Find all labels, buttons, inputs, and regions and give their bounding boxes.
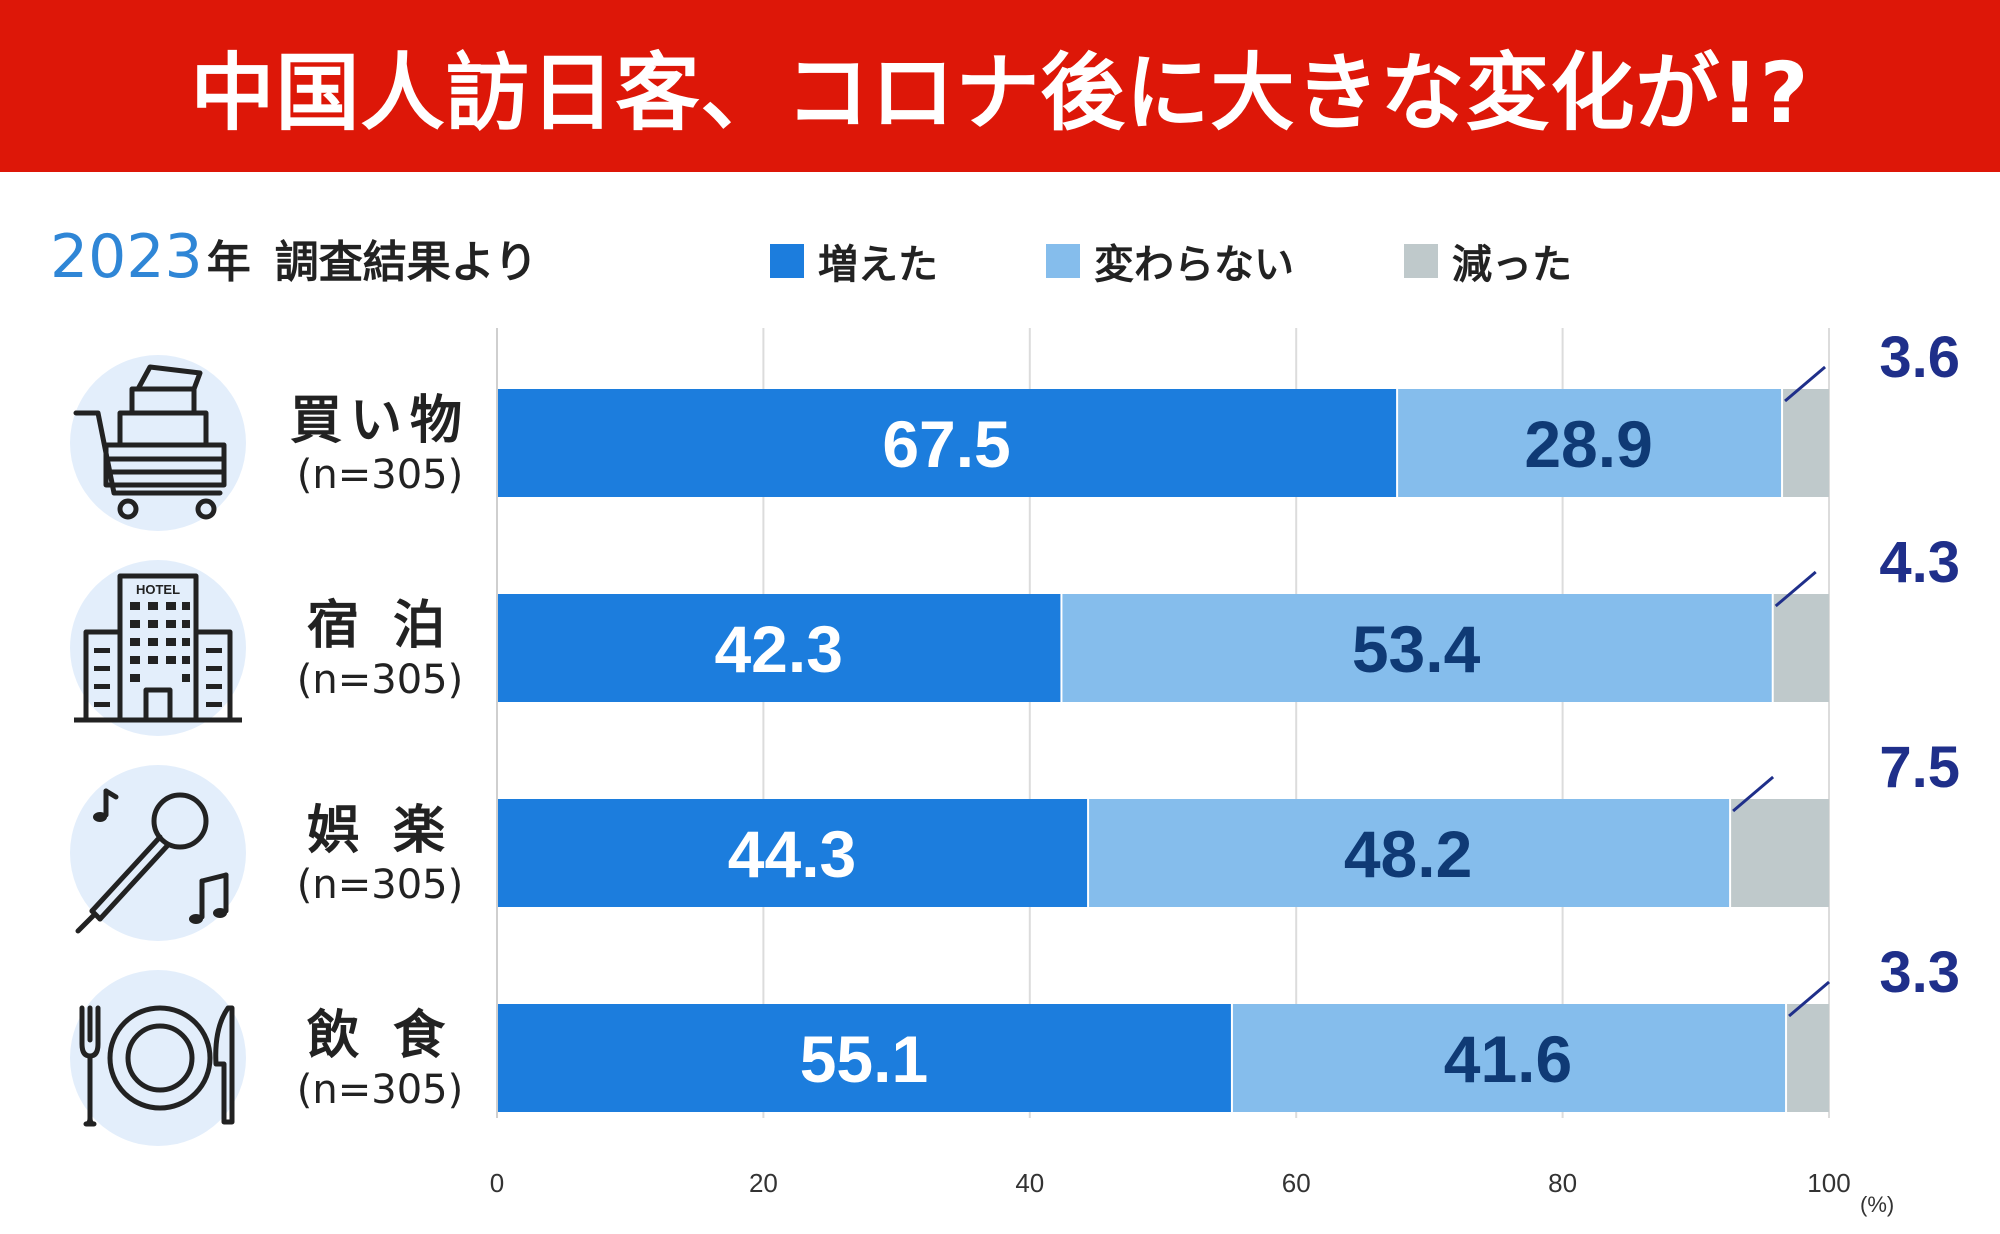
bar-increased bbox=[497, 389, 1397, 497]
data-label: 28.9 bbox=[1524, 407, 1652, 481]
legend-item-increased: 増えた bbox=[770, 236, 938, 288]
row-category: 買い物 bbox=[289, 391, 470, 451]
data-label: 3.6 bbox=[1879, 325, 1960, 390]
legend-swatch-unchanged bbox=[1046, 244, 1080, 278]
data-label: 48.2 bbox=[1344, 817, 1472, 891]
bar-decreased bbox=[1787, 1004, 1829, 1112]
page-title: 中国人訪日客、コロナ後に大きな変化が!? bbox=[190, 43, 1810, 142]
x-tick-label: 100 bbox=[1807, 1168, 1850, 1198]
data-label: 4.3 bbox=[1879, 530, 1960, 595]
data-label: 41.6 bbox=[1444, 1022, 1572, 1096]
row-sample-size: (n=305) bbox=[296, 1067, 464, 1113]
data-label: 7.5 bbox=[1879, 735, 1960, 800]
legend-item-decreased: 減った bbox=[1404, 236, 1572, 288]
x-tick-label: 20 bbox=[749, 1168, 778, 1198]
data-label: 42.3 bbox=[714, 612, 842, 686]
bar-increased bbox=[497, 594, 1061, 702]
bar-increased bbox=[497, 1004, 1231, 1112]
row-sample-size: (n=305) bbox=[296, 657, 464, 703]
bar-unchanged bbox=[1062, 594, 1772, 702]
bar-decreased bbox=[1773, 594, 1829, 702]
row-category: 娯 楽 bbox=[306, 801, 454, 861]
row-category: 宿 泊 bbox=[306, 596, 454, 656]
legend-label-unchanged: 変わらない bbox=[1094, 242, 1294, 288]
row-label-lodging: 宿 泊 (n=305) bbox=[270, 595, 490, 703]
data-label-leader bbox=[1788, 980, 1831, 1018]
x-tick-label: 80 bbox=[1548, 1168, 1577, 1198]
row-sample-size: (n=305) bbox=[296, 862, 464, 908]
shopping-cart-icon bbox=[68, 353, 248, 533]
row-sample-size: (n=305) bbox=[296, 452, 464, 498]
title-banner: 中国人訪日客、コロナ後に大きな変化が!? bbox=[0, 0, 2000, 172]
data-label: 67.5 bbox=[882, 407, 1010, 481]
x-tick-label: 0 bbox=[490, 1168, 504, 1198]
row-category: 飲 食 bbox=[306, 1006, 454, 1066]
data-label-leader bbox=[1732, 775, 1775, 813]
x-tick-label: 40 bbox=[1015, 1168, 1044, 1198]
x-unit-label: (%) bbox=[1860, 1192, 1894, 1217]
legend-label-increased: 増えた bbox=[818, 242, 938, 288]
data-label: 55.1 bbox=[800, 1022, 928, 1096]
bar-unchanged bbox=[1089, 799, 1730, 907]
legend-item-unchanged: 変わらない bbox=[1046, 236, 1294, 288]
plate-cutlery-icon bbox=[68, 968, 248, 1148]
svg-text:HOTEL: HOTEL bbox=[136, 582, 180, 597]
bar-unchanged bbox=[1232, 1004, 1786, 1112]
microphone-icon bbox=[68, 763, 248, 943]
bar-decreased bbox=[1731, 799, 1829, 907]
data-label: 53.4 bbox=[1352, 612, 1481, 686]
row-label-dining: 飲 食 (n=305) bbox=[270, 1005, 490, 1113]
data-label-leader bbox=[1784, 365, 1827, 403]
data-label: 3.3 bbox=[1879, 940, 1960, 1005]
survey-year: 2023 bbox=[50, 222, 203, 292]
legend-label-decreased: 減った bbox=[1452, 242, 1572, 288]
survey-year-unit: 年 bbox=[206, 237, 251, 288]
survey-subtitle: 2023 年 調査結果より bbox=[50, 222, 538, 292]
bar-decreased bbox=[1783, 389, 1829, 497]
row-label-shopping: 買い物 (n=305) bbox=[270, 390, 490, 498]
data-label-leader bbox=[1774, 570, 1817, 608]
x-tick-label: 60 bbox=[1282, 1168, 1311, 1198]
legend-swatch-decreased bbox=[1404, 244, 1438, 278]
data-label: 44.3 bbox=[728, 817, 856, 891]
row-label-entertainment: 娯 楽 (n=305) bbox=[270, 800, 490, 908]
survey-label: 調査結果より bbox=[274, 237, 538, 288]
hotel-icon: HOTEL bbox=[68, 558, 248, 738]
legend-swatch-increased bbox=[770, 244, 804, 278]
bar-increased bbox=[497, 799, 1088, 907]
bar-unchanged bbox=[1398, 389, 1782, 497]
